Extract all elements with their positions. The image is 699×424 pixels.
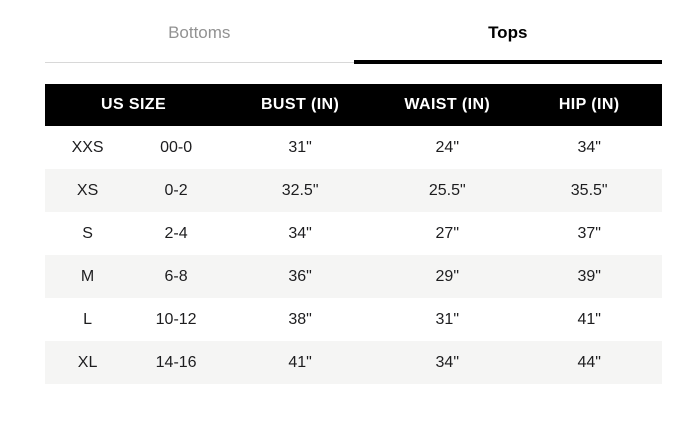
cell-hip: 37" [516, 212, 662, 255]
cell-waist: 29" [378, 255, 517, 298]
cell-us-size: 14-16 [130, 341, 223, 384]
cell-hip: 39" [516, 255, 662, 298]
cell-us-size: 2-4 [130, 212, 223, 255]
cell-hip: 44" [516, 341, 662, 384]
cell-bust: 36" [222, 255, 379, 298]
cell-waist: 25.5" [378, 169, 517, 212]
table-header-row: US SIZE BUST (IN) WAIST (IN) HIP (IN) [45, 84, 662, 126]
header-us-size: US SIZE [45, 84, 223, 126]
cell-size-label: XL [45, 341, 131, 384]
cell-hip: 41" [516, 298, 662, 341]
cell-bust: 41" [222, 341, 379, 384]
table-row: XS 0-2 32.5" 25.5" 35.5" [45, 169, 662, 212]
table-row: XXS 00-0 31" 24" 34" [45, 126, 662, 169]
table-row: L 10-12 38" 31" 41" [45, 298, 662, 341]
cell-us-size: 10-12 [130, 298, 223, 341]
cell-us-size: 00-0 [130, 126, 223, 169]
tab-bar: Bottoms Tops [45, 0, 663, 64]
cell-bust: 34" [222, 212, 379, 255]
header-bust: BUST (IN) [222, 84, 379, 126]
cell-bust: 32.5" [222, 169, 379, 212]
cell-waist: 34" [378, 341, 517, 384]
header-waist: WAIST (IN) [378, 84, 517, 126]
table-row: M 6-8 36" 29" 39" [45, 255, 662, 298]
size-chart-panel: Bottoms Tops US SIZE BUST (IN) WAIST (IN… [45, 0, 663, 384]
cell-waist: 24" [378, 126, 517, 169]
cell-waist: 31" [378, 298, 517, 341]
cell-us-size: 6-8 [130, 255, 223, 298]
cell-size-label: M [45, 255, 131, 298]
cell-size-label: S [45, 212, 131, 255]
size-table: US SIZE BUST (IN) WAIST (IN) HIP (IN) XX… [45, 84, 662, 384]
table-row: XL 14-16 41" 34" 44" [45, 341, 662, 384]
cell-size-label: XS [45, 169, 131, 212]
cell-size-label: L [45, 298, 131, 341]
table-row: S 2-4 34" 27" 37" [45, 212, 662, 255]
cell-bust: 38" [222, 298, 379, 341]
cell-size-label: XXS [45, 126, 131, 169]
cell-hip: 35.5" [516, 169, 662, 212]
cell-bust: 31" [222, 126, 379, 169]
cell-hip: 34" [516, 126, 662, 169]
header-hip: HIP (IN) [516, 84, 662, 126]
tab-bottoms[interactable]: Bottoms [168, 23, 231, 42]
cell-waist: 27" [378, 212, 517, 255]
cell-us-size: 0-2 [130, 169, 223, 212]
tab-tops[interactable]: Tops [353, 0, 663, 64]
